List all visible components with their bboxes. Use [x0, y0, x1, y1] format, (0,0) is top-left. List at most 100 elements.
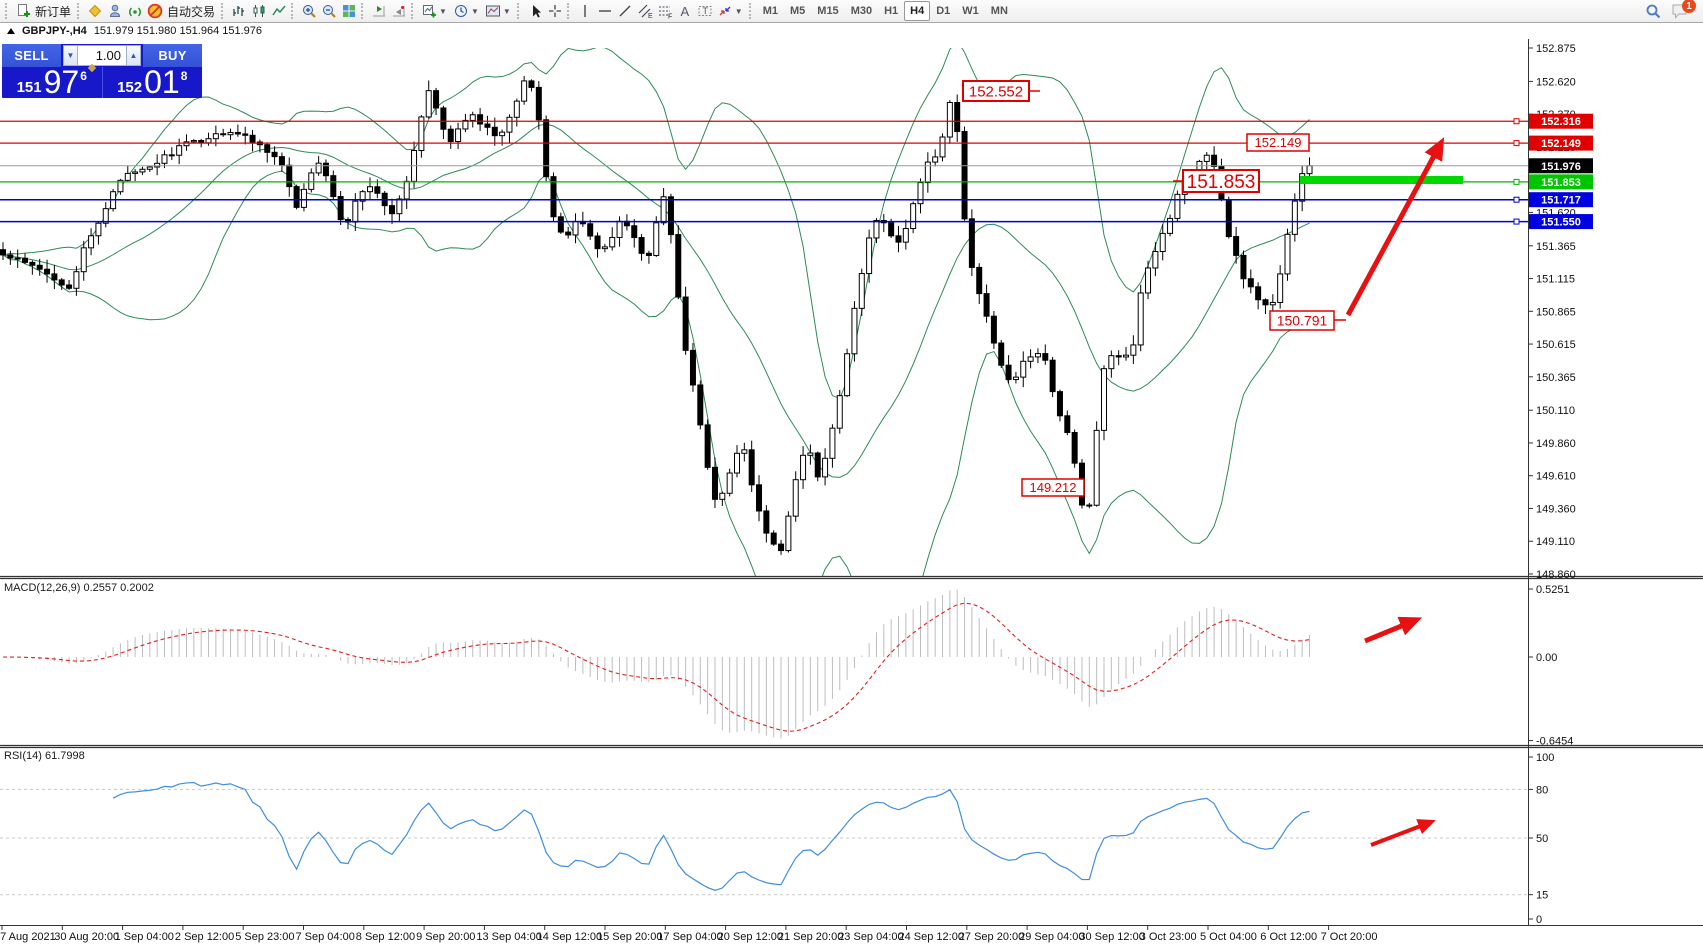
search-button[interactable]: [1642, 1, 1664, 21]
green-highlight-bar[interactable]: [1300, 176, 1463, 184]
svg-text:6 Oct 12:00: 6 Oct 12:00: [1260, 931, 1317, 943]
text-button[interactable]: A: [675, 1, 695, 21]
autotrade-icon: [147, 3, 163, 19]
new-chart-button[interactable]: ▼: [419, 1, 451, 21]
svg-text:149.610: 149.610: [1536, 471, 1576, 483]
sell-button[interactable]: SELL: [2, 44, 61, 67]
dropdown-arrow-icon: ▼: [439, 6, 447, 16]
candle-chart-button[interactable]: [249, 1, 269, 21]
svg-text:151.550: 151.550: [1541, 217, 1581, 229]
timeframe-M1[interactable]: M1: [762, 5, 778, 17]
horizontal-line-button[interactable]: [595, 1, 615, 21]
autotrade-label[interactable]: 自动交易: [167, 4, 216, 19]
svg-text:149.360: 149.360: [1536, 503, 1576, 515]
zoom-in-button[interactable]: [299, 1, 319, 21]
equidistant-channel-button[interactable]: E: [635, 1, 655, 21]
cursor-button[interactable]: [525, 1, 545, 21]
trendline-button[interactable]: [615, 1, 635, 21]
buy-button[interactable]: BUY: [143, 44, 202, 67]
auto-scroll-button[interactable]: [389, 1, 409, 21]
chart-shift-icon: [371, 3, 387, 19]
svg-text:30 Aug 20:00: 30 Aug 20:00: [54, 931, 119, 943]
chart-canvas[interactable]: 152.875152.620152.370152.120151.620151.3…: [0, 39, 1703, 947]
price-axis[interactable]: 152.875152.620152.370152.120151.620151.3…: [1528, 43, 1593, 926]
toolbar-grip: [516, 3, 521, 19]
volume-increase-button[interactable]: ▲: [126, 45, 141, 66]
signal-button[interactable]: [125, 1, 145, 21]
chart-shift-button[interactable]: [369, 1, 389, 21]
autotrade-button[interactable]: [145, 1, 165, 21]
crosshair-button[interactable]: [545, 1, 565, 21]
cursor-icon: [527, 3, 543, 19]
metaquotes-button[interactable]: [85, 1, 105, 21]
svg-text:30 Sep 12:00: 30 Sep 12:00: [1079, 931, 1144, 943]
chart-ohlc: 151.979 151.980 151.964 151.976: [93, 25, 263, 37]
periods-button[interactable]: ▼: [451, 1, 483, 21]
sell-price[interactable]: 151 97 6: [2, 63, 102, 100]
profile-button[interactable]: [105, 1, 125, 21]
buy-price-big: 01: [144, 63, 180, 100]
vertical-line-button[interactable]: [575, 1, 595, 21]
buy-price[interactable]: 152 01 8: [101, 63, 203, 100]
search-icon: [1644, 2, 1662, 20]
svg-text:152.875: 152.875: [1536, 43, 1576, 55]
new-order-button[interactable]: [13, 1, 33, 21]
svg-text:80: 80: [1536, 784, 1548, 796]
svg-text:E: E: [648, 13, 653, 19]
svg-text:150.615: 150.615: [1536, 339, 1576, 351]
svg-text:5 Oct 04:00: 5 Oct 04:00: [1200, 931, 1257, 943]
svg-text:17 Sep 04:00: 17 Sep 04:00: [657, 931, 722, 943]
trend-arrows: [1345, 137, 1445, 847]
sell-price-big: 97: [43, 63, 80, 100]
svg-text:149.110: 149.110: [1536, 536, 1575, 548]
timeframe-H1[interactable]: H1: [884, 5, 899, 17]
svg-text:13 Sep 04:00: 13 Sep 04:00: [476, 931, 541, 943]
timeframe-MN[interactable]: MN: [990, 5, 1008, 17]
dropdown-arrow-icon: ▼: [470, 6, 479, 16]
candlestick-icon: [251, 3, 267, 19]
channel-icon: E: [637, 3, 653, 19]
timeframe-H4[interactable]: H4: [904, 1, 931, 21]
trendline-icon: [617, 3, 633, 19]
toolbar-grip: [566, 3, 571, 19]
svg-text:149.860: 149.860: [1536, 438, 1576, 450]
svg-text:29 Sep 04:00: 29 Sep 04:00: [1019, 931, 1084, 943]
horizontal-line-icon: [597, 3, 613, 19]
template-button[interactable]: ▼: [483, 1, 515, 21]
bar-chart-button[interactable]: [229, 1, 249, 21]
arrows-button[interactable]: ▼: [715, 1, 747, 21]
svg-text:2 Sep 12:00: 2 Sep 12:00: [175, 931, 234, 943]
notifications-button[interactable]: 1: [1670, 0, 1696, 21]
zoom-out-button[interactable]: [319, 1, 339, 21]
rsi-label: RSI(14) 61.7998: [4, 750, 85, 762]
vertical-line-icon: [577, 3, 593, 19]
svg-text:5 Sep 23:00: 5 Sep 23:00: [235, 931, 294, 943]
line-chart-button[interactable]: [269, 1, 289, 21]
text-label-button[interactable]: T: [695, 1, 715, 21]
timeframe-M30[interactable]: M30: [850, 5, 873, 17]
timeframe-W1[interactable]: W1: [962, 5, 979, 17]
new-order-label[interactable]: 新订单: [35, 4, 72, 19]
toolbar-grip: [411, 3, 415, 19]
pane-frame: [0, 39, 1703, 926]
dropdown-arrow-icon: ▼: [734, 6, 743, 16]
collapse-icon[interactable]: [7, 28, 15, 34]
timeframe-D1[interactable]: D1: [936, 5, 951, 17]
toolbar-right: 1: [1642, 0, 1700, 21]
text-icon: A: [680, 3, 690, 19]
new-order-icon: [15, 3, 31, 19]
svg-text:151.976: 151.976: [1541, 161, 1581, 173]
chart-titlebar: GBPJPY-,H4 151.979 151.980 151.964 151.9…: [0, 23, 1703, 39]
svg-text:1 Sep 04:00: 1 Sep 04:00: [115, 931, 174, 943]
tile-windows-button[interactable]: [339, 1, 359, 21]
crosshair-icon: [547, 3, 563, 19]
fibonacci-button[interactable]: F: [655, 1, 675, 21]
rsi-pane: [0, 781, 1528, 896]
svg-text:150.791: 150.791: [1277, 313, 1328, 329]
svg-text:152.620: 152.620: [1536, 76, 1576, 88]
volume-decrease-button[interactable]: ▼: [63, 45, 78, 66]
volume-input[interactable]: 1.00: [78, 45, 126, 66]
timeframe-M5[interactable]: M5: [790, 5, 806, 17]
timeframe-M15[interactable]: M15: [817, 5, 839, 17]
